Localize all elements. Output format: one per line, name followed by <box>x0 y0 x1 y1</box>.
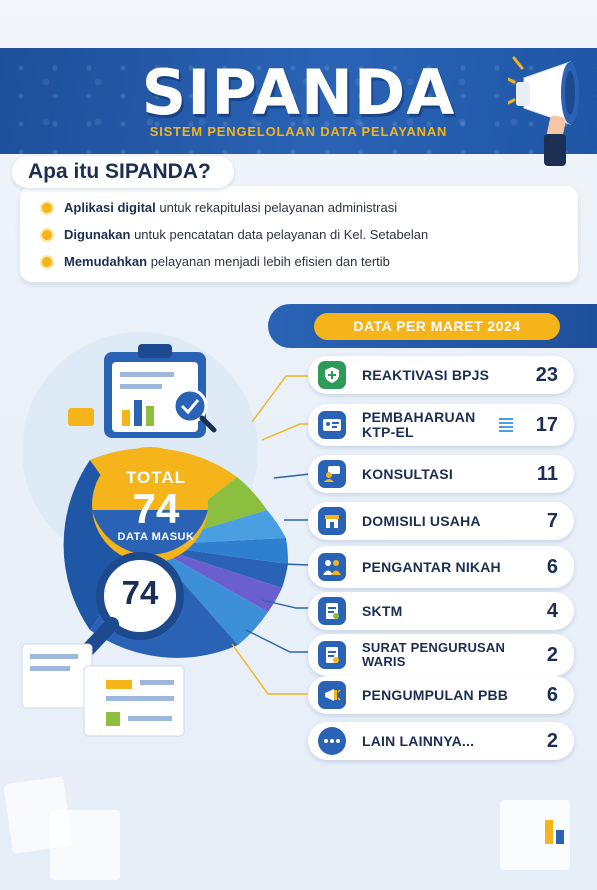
service-count: 7 <box>546 510 558 532</box>
total-label: TOTAL <box>125 468 187 487</box>
service-item-reaktivasi-bpjs: REAKTIVASI BPJS 23 <box>308 356 574 394</box>
page-subtitle: SISTEM PENGELOLAAN DATA PELAYANAN <box>149 124 448 139</box>
pie-chart <box>63 447 289 658</box>
about-card: Aplikasi digital untuk rekapitulasi pela… <box>20 186 578 282</box>
service-label: SURAT PENGURUSAN WARIS <box>362 640 506 669</box>
service-item-konsultasi: KONSULTASI 11 <box>308 455 574 493</box>
about-point: Digunakan untuk pencatatan data pelayana… <box>42 227 428 242</box>
service-item-sktm: SKTM 4 <box>308 592 574 630</box>
service-label: LAIN LAINNYA... <box>362 732 475 749</box>
service-label: SKTM <box>362 602 403 619</box>
total-value: 74 <box>132 485 180 532</box>
bullet-icon <box>42 230 52 240</box>
megaphone-icon <box>508 56 579 166</box>
service-item-pengumpulan-pbb: PENGUMPULAN PBB 6 <box>308 676 574 714</box>
service-count: 6 <box>546 556 558 578</box>
service-label: DOMISILI USAHA <box>362 512 481 529</box>
service-count: 11 <box>536 463 558 485</box>
list-lines-icon <box>499 418 513 432</box>
id-card-icon <box>318 411 346 439</box>
megaphone-icon <box>318 681 346 709</box>
documents-icon <box>21 643 185 737</box>
document-check-icon <box>318 597 346 625</box>
note-icon <box>68 408 94 426</box>
about-heading-tag <box>12 156 234 188</box>
ellipsis-bubble-icon <box>318 727 346 755</box>
chat-person-icon <box>318 460 346 488</box>
shield-plus-icon <box>318 361 346 389</box>
magnifier-total-value: 74 <box>121 574 159 611</box>
decorative-documents <box>3 776 570 880</box>
service-count: 17 <box>535 414 558 436</box>
document-badge-icon <box>318 641 346 669</box>
service-label: REAKTIVASI BPJS <box>362 366 490 383</box>
service-count: 6 <box>546 684 558 706</box>
service-label: PENGUMPULAN PBB <box>362 686 509 703</box>
service-item-surat-pengurusan-waris: SURAT PENGURUSAN WARIS 2 <box>308 634 574 676</box>
bullet-icon <box>42 257 52 267</box>
clipboard-icon <box>104 344 217 438</box>
page-title: SIPANDA <box>141 56 456 129</box>
service-count: 23 <box>535 364 558 386</box>
service-item-lain-lainnya: LAIN LAINNYA... 2 <box>308 722 574 760</box>
service-count: 4 <box>546 600 558 622</box>
couple-icon <box>318 553 346 581</box>
service-item-domisili-usaha: DOMISILI USAHA 7 <box>308 502 574 540</box>
about-point: Memudahkan pelayanan menjadi lebih efisi… <box>42 254 390 269</box>
header-banner <box>0 48 597 154</box>
total-sublabel: DATA MASUK <box>117 531 195 543</box>
about-heading: Apa itu SIPANDA? <box>28 160 211 183</box>
bullet-icon <box>42 203 52 213</box>
service-label: PEMBAHARUAN KTP-EL <box>362 409 476 440</box>
about-point: Aplikasi digital untuk rekapitulasi pela… <box>42 200 397 215</box>
service-count: 2 <box>546 730 558 752</box>
service-item-pengantar-nikah: PENGANTAR NIKAH 6 <box>308 546 574 588</box>
service-pie-illustration <box>21 332 310 737</box>
data-header: DATA PER MARET 2024 <box>314 313 560 340</box>
store-icon <box>318 507 346 535</box>
service-label: PENGANTAR NIKAH <box>362 558 501 575</box>
service-label: KONSULTASI <box>362 465 453 482</box>
service-count: 2 <box>546 644 558 666</box>
service-item-pembaharuan-ktp-el: PEMBAHARUAN KTP-EL 17 <box>308 404 574 446</box>
